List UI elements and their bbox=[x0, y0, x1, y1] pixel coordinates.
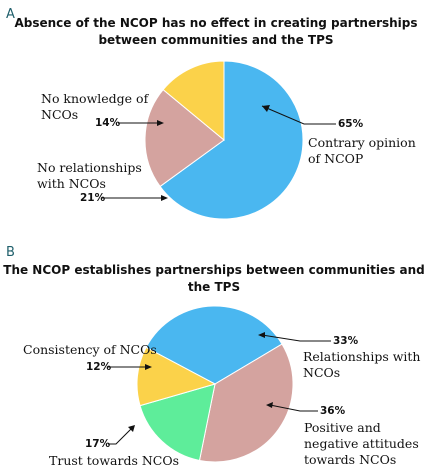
panel-a-title-line-2: between communities and the TPS bbox=[98, 33, 333, 47]
panel-a-title-line-1: Absence of the NCOP has no effect in cre… bbox=[14, 16, 417, 30]
pie-slice-no-relationships-with-ncos bbox=[144, 88, 225, 188]
panel-b: B The NCOP establishes partnerships betw… bbox=[3, 245, 424, 468]
arrowhead-contrary-opinion bbox=[262, 105, 270, 112]
label-contrary-opinion-line-1: Contrary opinion bbox=[308, 135, 416, 150]
pie-chart-b bbox=[136, 305, 294, 463]
pie-chart-a bbox=[144, 60, 304, 220]
pie-slice-positive-and-negative-attitudes-towards-ncos bbox=[198, 343, 294, 463]
pie-slice-trust-towards-ncos bbox=[139, 383, 216, 462]
label-attitudes-line-2: negative attitudes bbox=[304, 436, 419, 451]
arrowhead-no-knowledge bbox=[157, 120, 164, 126]
pie-slice-consistency-of-ncos bbox=[136, 346, 217, 407]
label-no-relationships-line-1: No relationships bbox=[37, 160, 142, 175]
arrowhead-attitudes bbox=[266, 402, 273, 408]
panel-a-letter: A bbox=[6, 7, 15, 22]
arrow-trust bbox=[108, 427, 133, 445]
label-no-relationships-line-2: with NCOs bbox=[37, 176, 106, 191]
label-no-knowledge-line-2: NCOs bbox=[41, 107, 78, 122]
pct-no-relationships: 21% bbox=[80, 192, 106, 204]
label-contrary-opinion-line-2: of NCOP bbox=[308, 151, 363, 166]
pct-trust: 17% bbox=[85, 438, 111, 450]
panel-b-letter: B bbox=[6, 245, 15, 260]
pie-slice-no-knowledge-of-ncos bbox=[162, 60, 225, 142]
arrowhead-trust bbox=[128, 425, 135, 432]
label-trust: Trust towards NCOs bbox=[49, 453, 179, 468]
pct-relationships: 33% bbox=[333, 335, 359, 347]
panel-b-title-line-1: The NCOP establishes partnerships betwee… bbox=[3, 263, 424, 277]
pct-contrary-opinion: 65% bbox=[338, 118, 364, 130]
panel-b-title-line-2: the TPS bbox=[188, 280, 240, 294]
label-no-knowledge-line-1: No knowledge of bbox=[41, 91, 150, 106]
label-attitudes-line-3: towards NCOs bbox=[304, 452, 396, 467]
pct-attitudes: 36% bbox=[320, 405, 346, 417]
label-relationships-line-1: Relationships with bbox=[303, 349, 420, 364]
label-relationships-line-2: NCOs bbox=[303, 365, 340, 380]
arrow-contrary-opinion bbox=[261, 105, 336, 125]
arrowhead-relationships bbox=[258, 332, 265, 338]
pct-consistency: 12% bbox=[86, 361, 112, 373]
pie-slice-relationships-with-ncos bbox=[145, 305, 283, 385]
label-consistency: Consistency of NCOs bbox=[23, 342, 157, 357]
arrow-attitudes bbox=[269, 404, 318, 412]
arrowhead-consistency bbox=[145, 364, 152, 370]
pie-slice-contrary-opinion-of-ncop bbox=[159, 60, 304, 220]
label-attitudes-line-1: Positive and bbox=[304, 420, 381, 435]
pct-no-knowledge: 14% bbox=[95, 117, 121, 129]
arrowhead-no-relationships bbox=[161, 195, 168, 201]
arrow-relationships bbox=[261, 334, 331, 342]
panel-a: A Absence of the NCOP has no effect in c… bbox=[6, 7, 418, 220]
